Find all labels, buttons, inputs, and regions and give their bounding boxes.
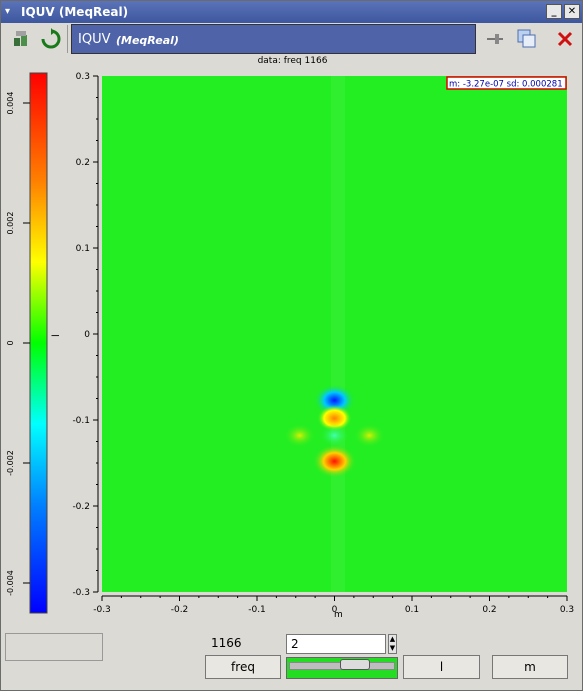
l-axis-button[interactable]: l xyxy=(403,655,480,679)
x-axis-label: m xyxy=(334,610,343,620)
x-tick-label: 0.2 xyxy=(482,605,496,615)
pin-icon xyxy=(487,34,503,44)
heatmap-blob xyxy=(283,423,316,448)
x-tick-label: -0.3 xyxy=(93,605,111,615)
x-tick-label: 0.3 xyxy=(560,605,574,615)
stats-text: m: -3.27e-07 sd: 0.000281 xyxy=(449,80,563,90)
y-tick-label: -0.2 xyxy=(72,502,90,512)
x-tick-label: -0.1 xyxy=(248,605,266,615)
x-tick-label: 0.1 xyxy=(405,605,419,615)
spin-up-icon[interactable]: ▲ xyxy=(389,635,396,643)
heatmap-blob xyxy=(312,444,357,479)
freq-slider[interactable] xyxy=(286,657,398,679)
step-spinbox-input[interactable]: 2 xyxy=(286,634,386,654)
minimize-icon: _ xyxy=(551,6,557,17)
y-tick-label: 0 xyxy=(84,330,90,340)
minimize-button[interactable]: _ xyxy=(546,4,562,19)
banner-title: IQUV xyxy=(78,32,111,47)
colorbar-tick-label: 0.004 xyxy=(6,92,15,115)
freq-value-label: 1166 xyxy=(211,636,242,650)
colorbar-tick-label: -0.004 xyxy=(6,570,15,596)
refresh-icon xyxy=(41,28,61,49)
status-box xyxy=(5,633,103,661)
y-tick-label: -0.1 xyxy=(72,416,90,426)
colorbar-tick-label: -0.002 xyxy=(6,450,15,476)
plot-canvas[interactable]: 0.004 0.002 0 -0.002 -0.004 m: -3.27e-07 sd:… xyxy=(1,67,583,627)
colorbar-labels: 0.004 0.002 0 -0.002 -0.004 xyxy=(6,92,15,596)
float-window-icon xyxy=(517,29,536,48)
y-tick-label: 0.3 xyxy=(76,72,90,82)
window-title: IQUV (MeqReal) xyxy=(21,5,129,19)
publish-button[interactable] xyxy=(11,27,35,51)
y-axis-label: l xyxy=(51,334,62,337)
close-panel-button[interactable] xyxy=(553,27,577,51)
refresh-button[interactable] xyxy=(39,27,63,51)
colorbar-tick-label: 0 xyxy=(6,340,15,345)
slider-thumb[interactable] xyxy=(340,659,370,670)
colorbar-tick-label: 0.002 xyxy=(6,212,15,235)
heatmap-features xyxy=(283,384,386,479)
y-tick-label: -0.3 xyxy=(72,588,90,598)
spin-down-icon[interactable]: ▼ xyxy=(389,644,396,652)
float-window-button[interactable] xyxy=(515,27,539,51)
heatmap-blob xyxy=(316,404,353,432)
y-tick-label: 0.2 xyxy=(76,158,90,168)
y-axis: 0.3 0.2 0.1 0 -0.1 -0.2 -0.3 xyxy=(72,72,99,598)
title-bar[interactable]: ▾ IQUV (MeqReal) _ ✕ xyxy=(1,1,582,23)
close-window-icon: ✕ xyxy=(567,6,577,17)
close-window-button[interactable]: ✕ xyxy=(564,4,580,19)
m-axis-button[interactable]: m xyxy=(492,655,568,679)
step-spinbox-arrows[interactable]: ▲ ▼ xyxy=(388,634,397,654)
plot-subtitle: data: freq 1166 xyxy=(257,56,328,66)
banner-subtitle: (MeqReal) xyxy=(116,34,179,47)
heatmap-blob xyxy=(353,423,386,448)
colorbar-ticks xyxy=(23,102,30,584)
plot-banner: IQUV (MeqReal) xyxy=(71,24,476,54)
publish-icon xyxy=(14,31,27,46)
window-menu-icon[interactable]: ▾ xyxy=(5,6,11,17)
freq-button[interactable]: freq xyxy=(205,655,281,679)
toolbar-separator xyxy=(67,25,68,53)
colorbar xyxy=(29,72,48,614)
heatmap-center-stripe xyxy=(331,76,345,592)
pin-button[interactable] xyxy=(483,27,507,51)
heatmap-blob xyxy=(319,423,350,448)
x-axis: -0.3 -0.2 -0.1 0 0.1 0.2 0.3 xyxy=(93,595,574,615)
x-tick-label: -0.2 xyxy=(171,605,189,615)
stats-box xyxy=(446,76,567,90)
x-tick-label: 0 xyxy=(332,605,338,615)
close-panel-icon xyxy=(557,31,573,47)
y-tick-label: 0.1 xyxy=(76,244,90,254)
